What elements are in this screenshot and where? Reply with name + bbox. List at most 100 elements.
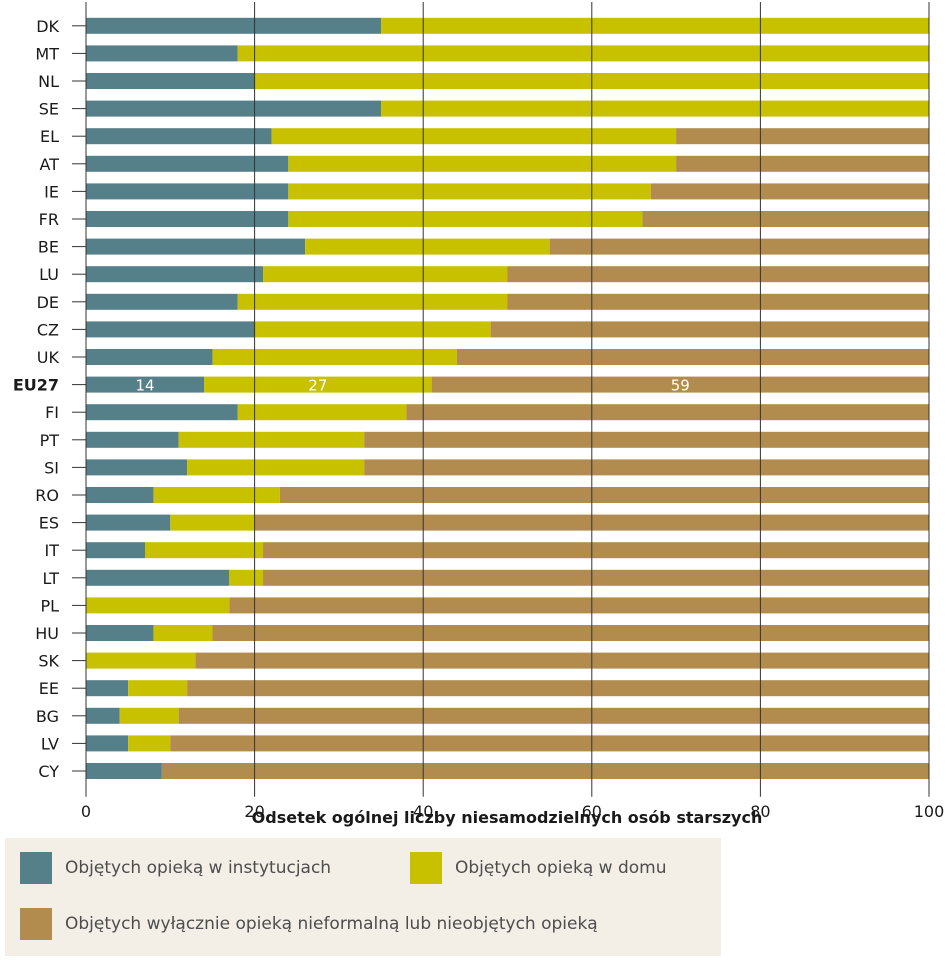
- category-label-sk: SK: [38, 652, 59, 671]
- category-label-pt: PT: [40, 431, 60, 450]
- bar-it-series-2: [263, 542, 929, 559]
- bar-fr-series-1: [288, 211, 643, 227]
- bar-eu27-series-1: [204, 376, 432, 393]
- category-label-nl: NL: [38, 72, 59, 91]
- bar-it-series-0: [86, 542, 146, 559]
- category-label-eu27: EU27: [13, 376, 59, 395]
- bar-be-series-2: [549, 238, 929, 255]
- bar-uk-series-0: [86, 349, 213, 365]
- legend-label-home: Objętych opieką w domu: [455, 858, 667, 878]
- bars-layer: [86, 17, 930, 779]
- bar-nl-series-0: [86, 73, 255, 89]
- bar-pt-series-1: [178, 431, 365, 448]
- x-tick-label-0: 0: [81, 802, 91, 821]
- bar-lv-series-1: [128, 735, 171, 752]
- bar-ro-series-0: [86, 487, 154, 503]
- legend-swatch-institutional: [20, 852, 52, 884]
- data-labels: 14 27 59: [135, 377, 689, 395]
- x-axis-title: Odsetek ogólnej liczby niesamodzielnych …: [252, 808, 763, 827]
- category-label-it: IT: [45, 541, 60, 560]
- category-label-mt: MT: [35, 44, 59, 63]
- category-label-fi: FI: [45, 403, 59, 422]
- category-label-ro: RO: [35, 486, 59, 505]
- bar-hu-series-0: [86, 625, 154, 641]
- category-label-lv: LV: [41, 734, 59, 753]
- bar-ro-series-1: [153, 487, 280, 503]
- bar-es-series-0: [86, 514, 171, 531]
- bar-es-series-1: [170, 514, 255, 531]
- grid-layer: [85, 2, 930, 797]
- bar-ro-series-2: [279, 487, 929, 503]
- stacked-bar-chart: DK MT NL SE EL AT IE FR BE LU DE CZ UK EU27 FI PT SI RO ES…: [13, 2, 945, 827]
- bar-ie-series-0: [86, 183, 289, 200]
- category-label-se: SE: [39, 100, 59, 119]
- bar-bg-series-0: [86, 707, 120, 724]
- category-label-lt: LT: [43, 569, 60, 588]
- x-tick-label-40: 40: [413, 802, 433, 821]
- data-label-eu27-series-2: 59: [671, 377, 690, 395]
- category-label-ie: IE: [44, 182, 59, 201]
- bar-at-series-0: [86, 155, 289, 172]
- bar-bg-series-1: [119, 707, 179, 724]
- x-tick-label-100: 100: [914, 802, 945, 821]
- category-label-de: DE: [37, 293, 59, 312]
- bar-si-series-1: [187, 459, 365, 476]
- bar-cy-series-0: [86, 763, 162, 779]
- bar-lu-series-2: [507, 266, 929, 283]
- bar-de-series-2: [507, 293, 929, 310]
- bar-fi-series-1: [237, 404, 407, 421]
- bar-pl-series-2: [229, 597, 929, 614]
- category-label-bg: BG: [36, 707, 59, 726]
- bar-lv-series-0: [86, 735, 129, 752]
- category-label-hu: HU: [35, 624, 59, 643]
- bar-pl-series-1: [86, 597, 230, 614]
- bar-cy-series-2: [161, 763, 929, 779]
- category-label-uk: UK: [37, 348, 60, 367]
- bar-se-series-1: [381, 100, 929, 117]
- bar-cz-series-2: [490, 321, 929, 338]
- bar-eu27-series-2: [431, 376, 929, 393]
- bar-ee-series-0: [86, 680, 129, 697]
- category-label-el: EL: [40, 127, 59, 146]
- category-label-pl: PL: [40, 596, 59, 615]
- data-label-eu27-series-0: 14: [135, 377, 154, 395]
- legend: Objętych opieką w instytucjach Objętych …: [5, 838, 721, 956]
- legend-item-home: Objętych opieką w domu: [410, 852, 666, 884]
- category-labels: DK MT NL SE EL AT IE FR BE LU DE CZ UK EU27 FI PT SI RO ES…: [13, 17, 86, 781]
- bar-de-series-0: [86, 293, 238, 310]
- bar-ee-series-1: [128, 680, 188, 697]
- category-label-be: BE: [38, 238, 59, 257]
- category-label-cz: CZ: [37, 320, 59, 339]
- legend-label-institutional: Objętych opieką w instytucjach: [65, 858, 332, 878]
- bar-lt-series-0: [86, 569, 230, 586]
- bar-sk-series-2: [195, 652, 930, 669]
- category-label-dk: DK: [36, 17, 59, 36]
- legend-item-institutional: Objętych opieką w instytucjach: [20, 852, 331, 884]
- bar-uk-series-2: [456, 349, 929, 365]
- bar-pt-series-0: [86, 431, 179, 448]
- category-label-cy: CY: [38, 762, 59, 781]
- bar-si-series-0: [86, 459, 188, 476]
- bar-el-series-0: [86, 128, 272, 145]
- bar-hu-series-1: [153, 625, 213, 641]
- bar-lv-series-2: [170, 735, 930, 752]
- bar-fr-series-0: [86, 211, 289, 227]
- bar-fr-series-2: [642, 211, 929, 227]
- bar-be-series-0: [86, 238, 306, 255]
- bar-lt-series-2: [263, 569, 929, 586]
- bar-mt-series-1: [237, 45, 930, 62]
- x-tick-label-20: 20: [244, 802, 264, 821]
- legend-label-informal: Objętych wyłącznie opieką nieformalną lu…: [65, 914, 598, 934]
- legend-swatch-informal: [20, 908, 52, 940]
- x-tick-label-80: 80: [750, 802, 770, 821]
- x-tick-label-60: 60: [582, 802, 602, 821]
- bar-mt-series-0: [86, 45, 238, 62]
- bar-fi-series-0: [86, 404, 238, 421]
- bar-de-series-1: [237, 293, 508, 310]
- category-label-ee: EE: [39, 679, 59, 698]
- bar-pt-series-2: [364, 431, 929, 448]
- category-label-si: SI: [44, 458, 59, 477]
- bar-be-series-1: [305, 238, 550, 255]
- data-label-eu27-series-1: 27: [308, 377, 327, 395]
- bar-lu-series-1: [263, 266, 508, 283]
